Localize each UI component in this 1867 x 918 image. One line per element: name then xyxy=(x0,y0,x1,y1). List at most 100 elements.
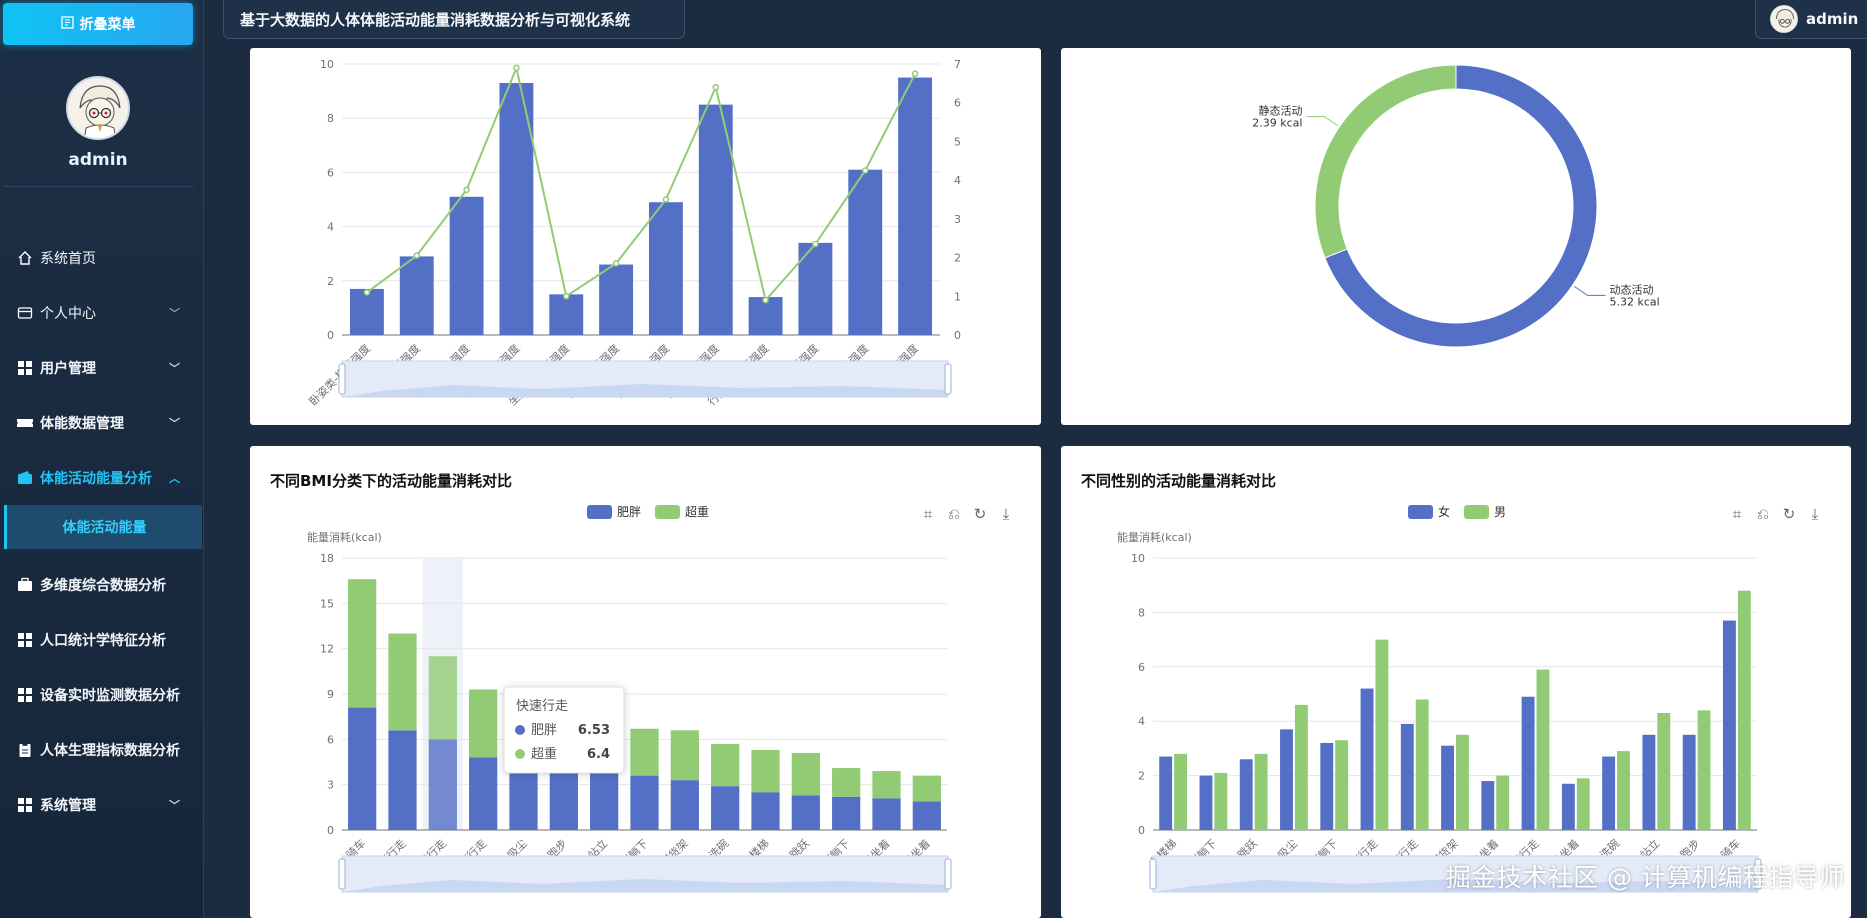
line-point xyxy=(862,167,869,174)
y-tick-label: 6 xyxy=(327,166,334,179)
sidebar-item-home[interactable]: 系统首页 xyxy=(0,230,204,285)
chevron-down-icon: ﹀ xyxy=(169,362,180,375)
bar-obese xyxy=(428,739,457,830)
collapse-menu-button[interactable]: 折叠菜单 xyxy=(3,3,193,45)
bar-overweight xyxy=(630,728,659,776)
y-tick-label: 4 xyxy=(1138,715,1145,728)
chevron-down-icon: ﹀ xyxy=(169,307,180,320)
y-tick-label: 2 xyxy=(1138,770,1145,783)
legend-item-male[interactable]: 男 xyxy=(1464,503,1506,520)
bmi-chart-title: 不同BMI分类下的活动能量消耗对比 xyxy=(270,472,512,490)
grid-icon xyxy=(16,686,34,704)
sidebar-item-label: 用户管理 xyxy=(40,360,96,377)
zoom-reset-icon[interactable]: ⎌ xyxy=(947,504,960,523)
bar xyxy=(698,104,733,336)
legend-item-overweight[interactable]: 超重 xyxy=(655,503,709,520)
tooltip-value: 6.53 xyxy=(578,723,610,738)
sidebar-item-label: 个人中心 xyxy=(40,305,96,322)
bar-female xyxy=(1159,756,1173,830)
bmi-toolbox: ⌗ ⎌ ↻ ⤓ xyxy=(920,506,1014,522)
grid-icon xyxy=(16,796,34,814)
chart-panel-bmi: 不同BMI分类下的活动能量消耗对比 肥胖 超重 ⌗ ⎌ ↻ ⤓ 能量消耗(kca… xyxy=(250,446,1041,918)
zoom-reset-icon[interactable]: ⎌ xyxy=(1756,504,1769,523)
bar-female xyxy=(1400,723,1414,830)
sidebar-item-profile[interactable]: 个人中心 ﹀ xyxy=(0,285,204,340)
ticket-icon xyxy=(16,414,34,432)
tooltip-marker xyxy=(515,725,525,735)
bar-obese xyxy=(711,786,740,830)
y-tick-label: 8 xyxy=(1138,606,1145,619)
data-zoom-preview xyxy=(342,879,948,892)
line-point xyxy=(563,293,570,300)
line-point xyxy=(911,70,919,77)
user-menu[interactable]: admin xyxy=(1755,0,1867,39)
sidebar-item-fitness-data[interactable]: 体能数据管理 ﹀ xyxy=(0,395,204,450)
bar-male xyxy=(1496,775,1510,830)
restore-icon[interactable]: ↻ xyxy=(1782,504,1796,523)
legend-item-female[interactable]: 女 xyxy=(1408,503,1450,520)
gender-chart-title: 不同性别的活动能量消耗对比 xyxy=(1081,472,1277,490)
y-tick-label: 0 xyxy=(327,824,334,837)
y-tick-label: 8 xyxy=(327,112,334,125)
bar-male xyxy=(1254,753,1268,830)
bar-obese xyxy=(751,792,780,830)
bar-obese xyxy=(388,730,417,830)
bar xyxy=(898,77,933,336)
bar xyxy=(449,196,484,335)
line-point xyxy=(762,296,769,304)
bar-female xyxy=(1199,775,1213,830)
gender-legend: 女 男 xyxy=(1408,503,1506,520)
download-icon[interactable]: ⤓ xyxy=(1002,504,1010,523)
line-point xyxy=(662,196,670,203)
bar-female xyxy=(1441,745,1454,830)
sidebar-item-physiology[interactable]: 人体生理指标数据分析 xyxy=(0,722,204,777)
y2-tick-label: 1 xyxy=(954,290,961,303)
bar-obese xyxy=(590,771,619,830)
chevron-down-icon: ﹀ xyxy=(169,799,180,812)
line-point xyxy=(513,64,520,72)
sidebar-item-system[interactable]: 系统管理 ﹀ xyxy=(0,777,204,832)
download-icon[interactable]: ⤓ xyxy=(1811,504,1819,523)
line-point xyxy=(612,260,620,267)
y2-tick-label: 2 xyxy=(954,252,961,265)
y-tick-label: 0 xyxy=(327,329,334,342)
bar-male xyxy=(1335,740,1349,830)
sidebar-item-multidim-analysis[interactable]: 多维度综合数据分析 xyxy=(0,557,204,612)
bar-overweight xyxy=(832,768,861,797)
y2-tick-label: 7 xyxy=(954,58,961,71)
y-tick-label: 18 xyxy=(320,552,334,565)
briefcase-icon xyxy=(16,576,34,594)
y-tick-label: 9 xyxy=(327,688,334,701)
bar-female xyxy=(1521,696,1535,830)
chart-panel-donut: 静态活动 2.39 kcal 动态活动 5.32 kcal xyxy=(1061,48,1851,425)
bar-overweight xyxy=(348,579,377,708)
bmi-stacked-chart: 能量消耗(kcal)0369121518骑车快速行走上楼行走慢速行走吸尘跑步站立… xyxy=(307,530,952,893)
bar-female xyxy=(1561,783,1575,830)
restore-icon[interactable]: ↻ xyxy=(973,504,987,523)
sidebar-item-label: 系统首页 xyxy=(40,250,96,267)
zoom-select-icon[interactable]: ⌗ xyxy=(923,504,933,523)
bar-male xyxy=(1657,713,1671,830)
header-username: admin xyxy=(1806,10,1859,28)
sidebar-item-demographics[interactable]: 人口统计学特征分析 xyxy=(0,612,204,667)
bar-overweight xyxy=(428,656,457,740)
data-zoom-preview xyxy=(1153,879,1758,892)
sidebar-item-device-monitoring[interactable]: 设备实时监测数据分析 xyxy=(0,667,204,722)
pie-label-line xyxy=(1306,116,1339,127)
sidebar-item-label: 体能数据管理 xyxy=(40,415,124,432)
avatar[interactable] xyxy=(66,76,130,140)
home-icon xyxy=(16,249,34,267)
bar xyxy=(399,256,434,335)
sidebar-item-label: 设备实时监测数据分析 xyxy=(40,687,180,704)
intensity-combo-chart: 024681001234567卧姿类-极低强度卧姿类-低强度卧姿类-中强度卧姿类… xyxy=(306,58,961,408)
sidebar-item-energy-analysis[interactable]: 体能活动能量分析 ︿ xyxy=(0,450,204,505)
bar-male xyxy=(1617,751,1630,830)
tooltip-series-name: 肥胖 xyxy=(531,723,557,738)
submenu-item-energy[interactable]: 体能活动能量 xyxy=(4,505,202,549)
legend-item-obese[interactable]: 肥胖 xyxy=(587,503,641,520)
sidebar-item-users[interactable]: 用户管理 ﹀ xyxy=(0,340,204,395)
zoom-select-icon[interactable]: ⌗ xyxy=(1732,504,1742,523)
bar xyxy=(848,169,883,335)
pie-label: 静态活动 xyxy=(1258,104,1302,118)
